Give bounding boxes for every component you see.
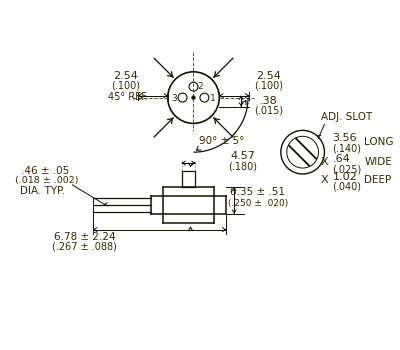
Text: 1.02: 1.02 (332, 172, 357, 182)
Text: .46 ± .05: .46 ± .05 (20, 166, 69, 176)
Text: 6.35 ± .51: 6.35 ± .51 (230, 187, 286, 197)
Text: ADJ. SLOT: ADJ. SLOT (320, 112, 372, 122)
Text: (.140): (.140) (332, 143, 362, 153)
Text: LONG: LONG (364, 137, 394, 147)
Text: X: X (320, 157, 328, 167)
Text: (.250 ± .020): (.250 ± .020) (228, 199, 288, 208)
Text: 90° ± 5°: 90° ± 5° (198, 136, 244, 146)
Text: 6.78 ± 2.24: 6.78 ± 2.24 (54, 231, 115, 242)
Text: 3: 3 (172, 94, 178, 103)
Text: .38: .38 (260, 96, 278, 106)
Text: .64: .64 (332, 154, 350, 164)
Text: WIDE: WIDE (364, 157, 392, 167)
Text: (.040): (.040) (332, 182, 362, 192)
Text: (.025): (.025) (332, 164, 362, 174)
Circle shape (192, 96, 195, 99)
Text: (.018 ± .002): (.018 ± .002) (15, 176, 78, 186)
Text: 45° REF.: 45° REF. (108, 92, 148, 102)
Text: (.100): (.100) (254, 81, 284, 91)
Text: 3.56: 3.56 (332, 133, 357, 143)
Text: DEEP: DEEP (364, 175, 392, 185)
Text: (.267 ± .088): (.267 ± .088) (52, 241, 117, 251)
Text: DIA. TYP.: DIA. TYP. (20, 186, 65, 196)
Text: 2.54: 2.54 (114, 71, 138, 81)
Text: (.100): (.100) (112, 81, 140, 91)
Text: (.015): (.015) (254, 105, 284, 116)
Text: X: X (320, 175, 328, 185)
Text: 2: 2 (198, 82, 203, 91)
Text: 2.54: 2.54 (256, 71, 281, 81)
Text: (.180): (.180) (229, 161, 258, 171)
Text: 4.57: 4.57 (231, 151, 256, 161)
Text: 1: 1 (210, 94, 215, 103)
